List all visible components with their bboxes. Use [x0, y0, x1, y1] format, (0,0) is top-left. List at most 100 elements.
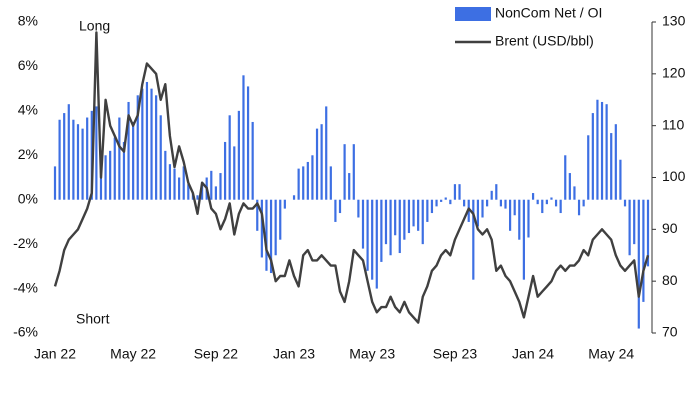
bar — [628, 199, 631, 256]
bar — [283, 199, 286, 209]
bar — [251, 121, 254, 200]
y-tick-label: 8% — [18, 13, 38, 29]
y2-tick-label: 70 — [662, 324, 678, 340]
y-tick-label: -2% — [13, 235, 38, 251]
bar — [596, 99, 599, 200]
bar — [150, 88, 153, 200]
x-tick-label: Sep 23 — [433, 346, 478, 362]
bar — [430, 199, 434, 214]
y-tick-label: 0% — [18, 190, 38, 206]
bar — [490, 190, 493, 200]
bar — [375, 199, 378, 289]
bar — [499, 199, 502, 207]
bar — [403, 199, 406, 240]
bar — [63, 113, 66, 200]
annotation: Short — [76, 311, 110, 327]
bar — [582, 199, 585, 207]
bar — [646, 199, 650, 267]
bar — [334, 199, 337, 222]
y-tick-label: 6% — [18, 57, 38, 73]
bar — [587, 135, 590, 200]
bar — [168, 164, 172, 200]
legend-swatch — [455, 7, 491, 21]
bar — [435, 199, 438, 207]
bar — [214, 186, 217, 200]
line — [53, 31, 650, 324]
bar — [196, 195, 199, 200]
bar — [223, 141, 227, 200]
bar — [361, 199, 365, 249]
bar — [315, 128, 319, 200]
bar — [274, 199, 277, 256]
bar — [536, 199, 539, 205]
bar — [522, 199, 525, 280]
bar — [531, 193, 535, 200]
y2-tick-label: 130 — [662, 13, 686, 29]
bar — [637, 199, 640, 329]
bar — [159, 115, 162, 200]
bar — [605, 104, 608, 200]
bar — [228, 115, 231, 200]
bar — [269, 199, 273, 274]
bar — [297, 168, 300, 200]
y-tick-label: 4% — [18, 102, 38, 118]
bar — [246, 86, 250, 200]
y2-tick-label: 90 — [662, 220, 678, 236]
bar — [325, 106, 328, 200]
bar — [573, 186, 576, 200]
annotation: Long — [79, 18, 110, 34]
bar — [182, 166, 185, 200]
legend-label: NonCom Net / OI — [495, 5, 602, 21]
bar — [155, 95, 158, 200]
bar — [145, 81, 149, 200]
bar — [164, 150, 167, 200]
bar — [623, 199, 627, 207]
bar — [486, 199, 489, 207]
bar — [554, 199, 558, 207]
bar — [141, 88, 144, 200]
bar — [476, 199, 480, 227]
x-tick-label: Jan 23 — [273, 346, 315, 362]
legend-label: Brent (USD/bbl) — [495, 33, 594, 49]
bar — [58, 119, 61, 200]
bar — [366, 199, 369, 271]
bar — [219, 173, 222, 200]
bar — [508, 199, 512, 231]
y-tick-label: 2% — [18, 146, 38, 162]
bar — [398, 199, 401, 254]
bar — [99, 170, 103, 200]
bar — [384, 199, 388, 245]
bar — [72, 119, 75, 200]
bar — [614, 124, 617, 200]
bar — [481, 199, 484, 218]
bar — [265, 199, 268, 271]
y-tick-label: -6% — [13, 324, 38, 340]
bar — [504, 199, 507, 209]
bar — [352, 144, 355, 200]
bar — [518, 199, 521, 240]
bar — [527, 199, 530, 238]
bar — [113, 137, 116, 200]
bar — [600, 101, 604, 200]
bar — [472, 199, 475, 280]
x-tick-label: May 23 — [349, 346, 395, 362]
y2-tick-label: 110 — [662, 116, 685, 132]
x-tick-label: Jan 24 — [512, 346, 554, 362]
bar — [371, 199, 374, 280]
bar — [357, 199, 360, 218]
bar — [81, 128, 84, 200]
bar — [279, 199, 282, 240]
bar — [343, 144, 346, 200]
bar — [109, 150, 112, 200]
bar — [610, 133, 613, 200]
bar — [421, 199, 424, 245]
bar — [417, 199, 420, 231]
bar — [306, 161, 309, 200]
bar — [633, 199, 636, 245]
bar — [260, 199, 263, 258]
bar — [449, 199, 452, 205]
bar — [136, 95, 139, 200]
bar — [320, 124, 323, 200]
bar — [237, 110, 240, 200]
